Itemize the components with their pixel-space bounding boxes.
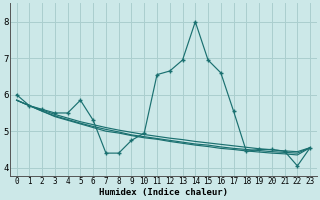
- X-axis label: Humidex (Indice chaleur): Humidex (Indice chaleur): [99, 188, 228, 197]
